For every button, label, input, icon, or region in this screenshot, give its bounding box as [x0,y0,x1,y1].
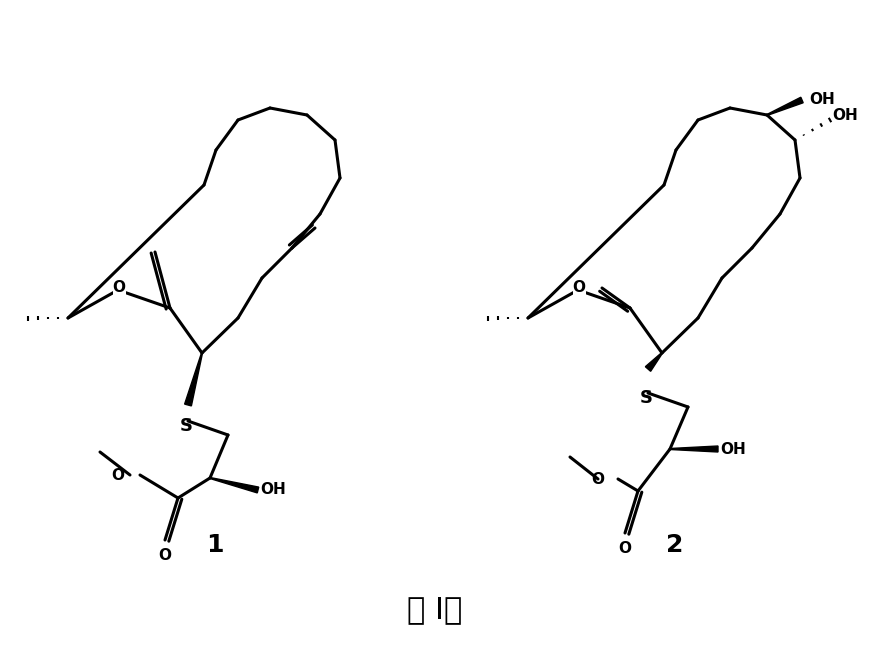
Text: O: O [111,467,124,482]
Text: OH: OH [260,482,286,497]
Text: S: S [179,417,192,435]
Text: S: S [639,389,652,407]
Text: OH: OH [832,107,858,122]
Polygon shape [670,446,718,452]
Text: OH: OH [720,442,746,457]
Text: 2: 2 [666,533,684,557]
Polygon shape [210,478,259,493]
Text: 1: 1 [206,533,224,557]
Text: OH: OH [809,93,834,107]
Text: 式 I。: 式 I。 [408,595,463,624]
Text: O: O [159,548,172,563]
Text: O: O [618,541,631,556]
Text: O: O [112,280,125,295]
Polygon shape [766,97,803,115]
Polygon shape [185,353,202,406]
Text: O: O [591,472,604,486]
Text: O: O [572,280,585,295]
Polygon shape [645,353,662,371]
